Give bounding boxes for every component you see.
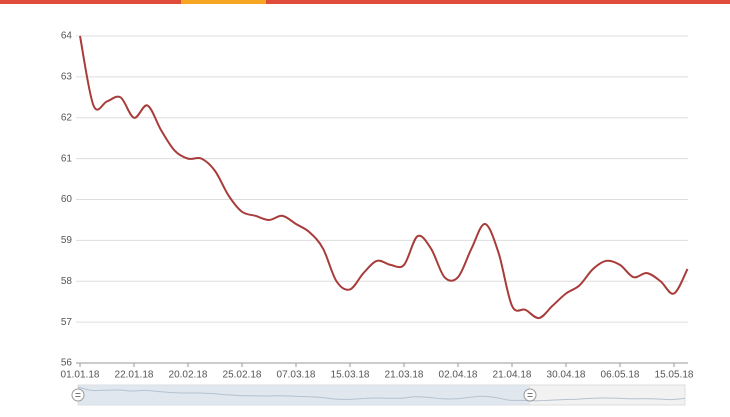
y-tick-label: 64 (61, 31, 73, 42)
navigator-series (77, 386, 686, 402)
navigator-handle[interactable] (523, 388, 537, 402)
line (79, 35, 689, 320)
y-tick-label: 61 (61, 153, 73, 164)
navigator-handle[interactable] (71, 388, 85, 402)
y-tick-label: 62 (61, 112, 73, 123)
x-tick-label: 01.01.18 (61, 370, 100, 381)
y-tick-label: 63 (61, 72, 73, 83)
x-tick-label: 25.02.18 (223, 370, 262, 381)
x-tick-label: 21.03.18 (385, 370, 424, 381)
top-bar (0, 0, 730, 4)
x-tick-label: 06.05.18 (601, 370, 640, 381)
x-tick-label: 07.03.18 (277, 370, 316, 381)
y-tick-label: 59 (61, 235, 73, 246)
x-tick-label: 15.03.18 (331, 370, 370, 381)
y-tick-label: 60 (61, 194, 73, 205)
x-tick-label: 22.01.18 (115, 370, 154, 381)
y-tick-label: 58 (61, 276, 73, 287)
x-tick-label: 21.04.18 (493, 370, 532, 381)
x-tick-label: 20.02.18 (169, 370, 208, 381)
active-tab[interactable] (181, 0, 266, 4)
y-tick-label: 57 (61, 317, 73, 328)
x-tick-label: 15.05.18 (655, 370, 694, 381)
x-tick-label: 30.04.18 (547, 370, 586, 381)
navigator-selection[interactable] (78, 385, 530, 405)
x-tick-label: 02.04.18 (439, 370, 478, 381)
y-tick-label: 56 (61, 358, 73, 369)
